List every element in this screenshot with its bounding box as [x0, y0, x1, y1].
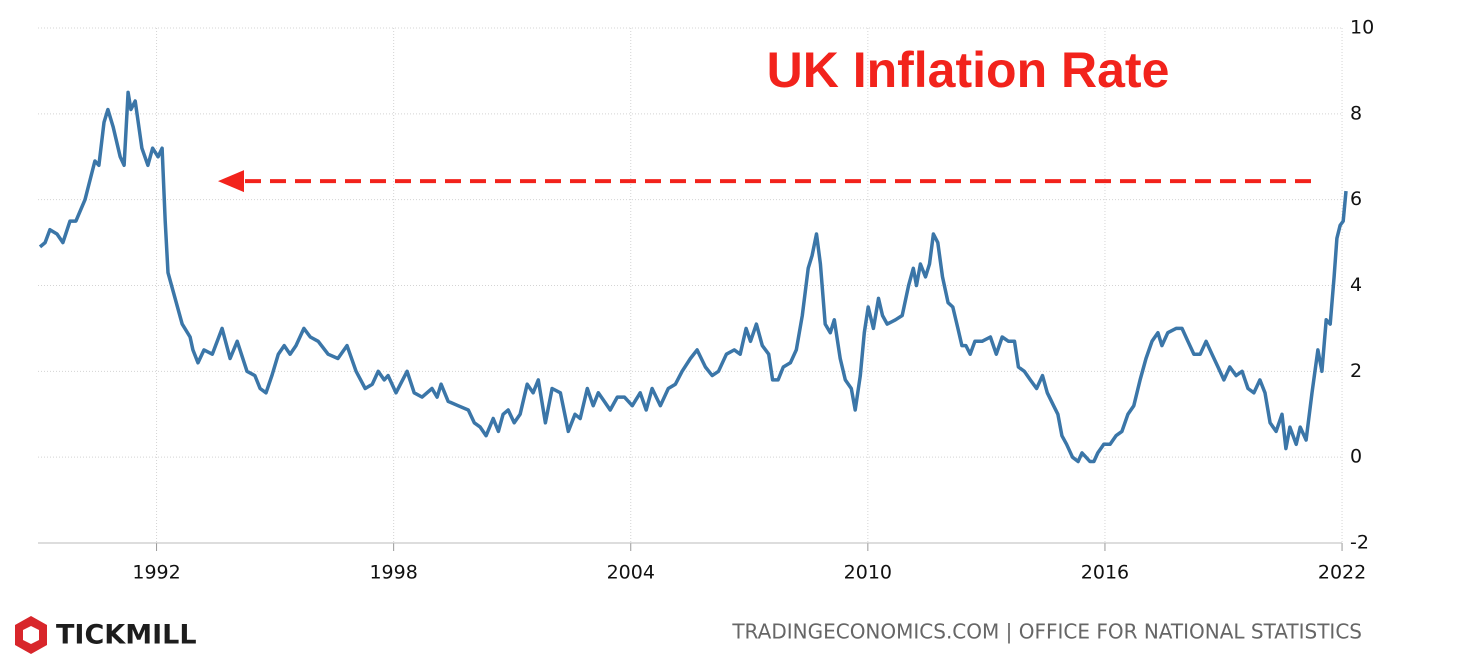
brand-logo: TICKMILL — [15, 616, 197, 654]
x-tick-label: 2004 — [607, 562, 655, 584]
logo-icon-inner — [23, 626, 39, 644]
y-tick-label: -2 — [1350, 532, 1369, 554]
x-tick-label: 2016 — [1081, 562, 1129, 584]
y-tick-label: 2 — [1350, 360, 1362, 382]
chart-title: UK Inflation Rate — [767, 42, 1170, 98]
brand-name: TICKMILL — [56, 620, 197, 651]
grid — [38, 27, 1343, 544]
y-tick-label: 8 — [1350, 102, 1362, 124]
x-tick-label: 1998 — [369, 562, 417, 584]
x-tick-label: 1992 — [132, 562, 180, 584]
y-tick-label: 10 — [1350, 17, 1374, 39]
line-series — [38, 90, 1348, 464]
x-tick-label: 2010 — [844, 562, 892, 584]
x-tick-label: 2022 — [1318, 562, 1366, 584]
source-note: TRADINGECONOMICS.COM | OFFICE FOR NATION… — [731, 620, 1362, 644]
y-tick-label: 6 — [1350, 188, 1362, 210]
y-tick-label: 0 — [1350, 446, 1362, 468]
arrow-head — [218, 170, 244, 193]
y-tick-label: 4 — [1350, 274, 1362, 296]
